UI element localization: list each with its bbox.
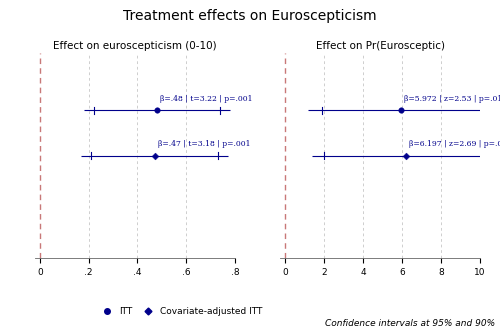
Title: Effect on Pr(Eurosceptic): Effect on Pr(Eurosceptic)	[316, 41, 444, 51]
Title: Effect on euroscepticism (0-10): Effect on euroscepticism (0-10)	[53, 41, 217, 51]
Legend: ITT, Covariate-adjusted ITT: ITT, Covariate-adjusted ITT	[94, 304, 266, 320]
Text: β=6.197 | z=2.69 | p=.007: β=6.197 | z=2.69 | p=.007	[409, 140, 500, 148]
Text: Confidence intervals at 95% and 90%: Confidence intervals at 95% and 90%	[325, 319, 495, 328]
Text: β=5.972 | z=2.53 | p=.012: β=5.972 | z=2.53 | p=.012	[404, 95, 500, 103]
Text: β=.47 | t=3.18 | p=.001: β=.47 | t=3.18 | p=.001	[158, 140, 250, 148]
Text: Treatment effects on Euroscepticism: Treatment effects on Euroscepticism	[123, 9, 377, 23]
Text: β=.48 | t=3.22 | p=.001: β=.48 | t=3.22 | p=.001	[160, 95, 252, 103]
